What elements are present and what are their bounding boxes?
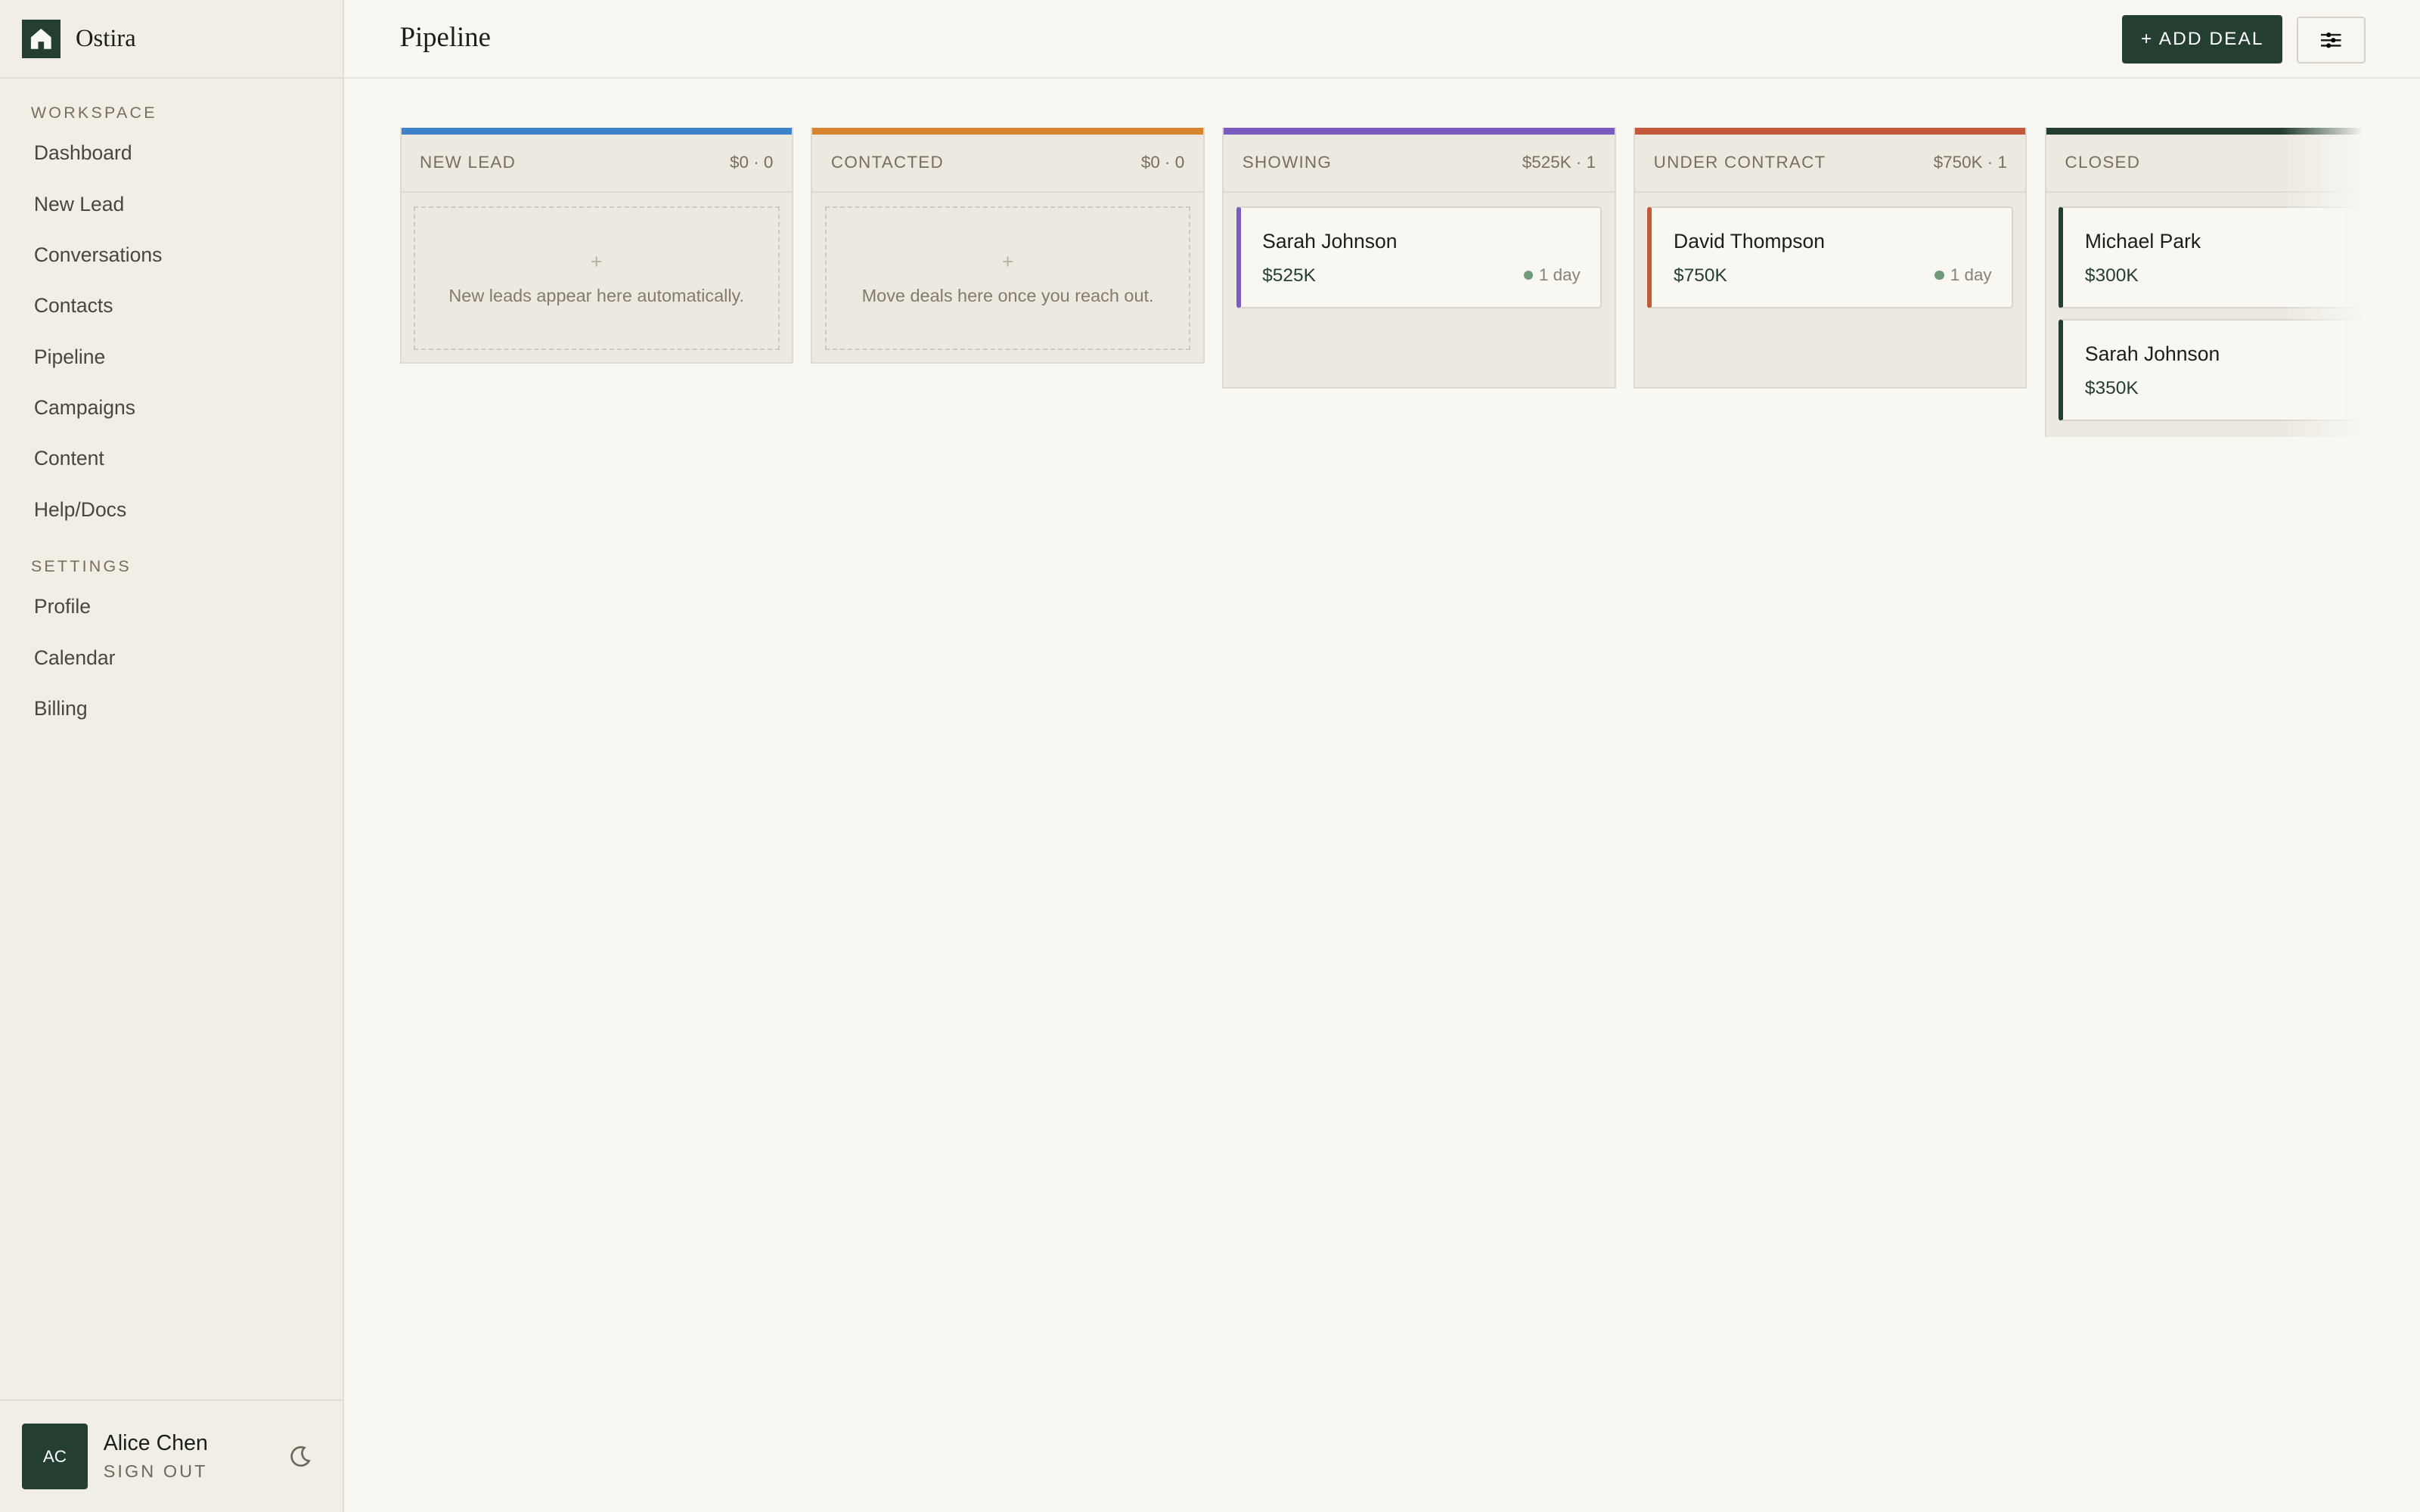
sidebar-item-contacts[interactable]: Contacts <box>33 294 113 318</box>
sidebar-item-campaigns[interactable]: Campaigns <box>33 396 136 420</box>
column-color-bar <box>812 128 1203 135</box>
page-title: Pipeline <box>399 20 491 52</box>
deal-age: 1 day <box>1934 265 1992 285</box>
status-dot-icon <box>1934 270 1944 280</box>
app-name: Ostira <box>75 24 136 52</box>
home-logo-icon <box>21 19 60 58</box>
user-footer: AC Alice Chen SIGN OUT <box>0 1399 343 1512</box>
filter-button[interactable] <box>2296 17 2366 64</box>
column-color-bar <box>2046 128 2363 135</box>
column-body: + Move deals here once you reach out. <box>812 193 1202 362</box>
deal-card[interactable]: Sarah Johnson$350K2 <box>2059 319 2363 421</box>
deal-contact-name: David Thompson <box>1674 229 1826 253</box>
plus-icon: + <box>590 250 603 274</box>
column-header: UNDER CONTRACT $750K · 1 <box>1635 135 2026 194</box>
column-summary: $525K · 1 <box>1522 153 1596 172</box>
deal-age-text: 1 day <box>1538 265 1581 284</box>
sidebar-item-new-lead[interactable]: New Lead <box>33 192 125 215</box>
column-body: Sarah Johnson $525K 1 day <box>1224 193 1614 387</box>
pipeline-column-contacted: CONTACTED $0 · 0 + Move deals here once you… <box>811 128 1205 364</box>
plus-icon: + <box>1001 250 1014 274</box>
deal-value: $750K <box>1674 265 1727 286</box>
column-summary: $0 · 0 <box>1140 153 1185 172</box>
deal-contact-name: Sarah Johnson <box>1262 229 1398 253</box>
empty-drop-zone[interactable]: + New leads appear here automatically. <box>413 206 780 351</box>
column-name: CONTACTED <box>830 153 944 172</box>
deal-card[interactable]: Sarah Johnson $525K 1 day <box>1236 206 1602 308</box>
column-color-bar <box>1635 128 2026 135</box>
sidebar-item-dashboard[interactable]: Dashboard <box>33 141 132 165</box>
brand[interactable]: Ostira <box>0 0 343 79</box>
deal-value: $350K <box>2084 377 2139 398</box>
column-name: NEW LEAD <box>420 153 517 172</box>
add-deal-button[interactable]: + ADD DEAL <box>2122 15 2283 64</box>
sidebar-item-billing[interactable]: Billing <box>33 696 88 720</box>
sidebar-item-conversations[interactable]: Conversations <box>33 243 163 266</box>
user-name: Alice Chen <box>103 1431 208 1456</box>
pipeline-column-showing: SHOWING $525K · 1 Sarah Johnson $525K 1 day <box>1222 128 1616 389</box>
workspace-section-label: WORKSPACE <box>30 103 157 122</box>
status-dot-icon <box>1523 270 1533 280</box>
top-bar: Pipeline + ADD DEAL <box>344 0 2420 79</box>
column-name: CLOSED <box>2065 153 2141 172</box>
pipeline-board: NEW LEAD $0 · 0 + New leads appear here aut… <box>399 128 2363 437</box>
moon-icon[interactable] <box>287 1444 312 1475</box>
column-name: UNDER CONTRACT <box>1653 153 1826 172</box>
deal-contact-name: Michael Park <box>2084 229 2201 253</box>
empty-message: New leads appear here automatically. <box>448 286 745 306</box>
column-summary: $750K · 1 <box>1933 153 2007 172</box>
deal-value: $525K <box>1262 265 1316 286</box>
deal-card[interactable]: David Thompson $750K 1 day <box>1647 206 2014 308</box>
sign-out-link[interactable]: SIGN OUT <box>103 1461 208 1481</box>
column-body: + New leads appear here automatically. <box>402 193 792 362</box>
pipeline-column-new-lead: NEW LEAD $0 · 0 + New leads appear here aut… <box>399 128 793 364</box>
column-header: NEW LEAD $0 · 0 <box>401 135 792 194</box>
settings-section-label: SETTINGS <box>30 556 132 575</box>
empty-drop-zone[interactable]: + Move deals here once you reach out. <box>824 206 1191 351</box>
pipeline-column-under-contract: UNDER CONTRACT $750K · 1 David Thompson $75… <box>1634 128 2028 389</box>
pipeline-column-closed: CLOSED$65 Michael Park $300K Sarah Johnson $… <box>2045 128 2363 437</box>
column-header: CONTACTED $0 · 0 <box>812 135 1203 194</box>
deal-age-text: 1 day <box>1950 265 1992 284</box>
sidebar-item-calendar[interactable]: Calendar <box>33 646 116 669</box>
column-summary: $0 · 0 <box>730 153 774 172</box>
empty-message: Move deals here once you reach out. <box>861 286 1154 306</box>
column-header: CLOSED$65 <box>2046 135 2363 194</box>
sliders-icon <box>2321 32 2341 48</box>
column-name: SHOWING <box>1242 153 1333 172</box>
column-color-bar <box>1224 128 1615 135</box>
deal-age: 1 day <box>1523 265 1581 285</box>
column-body: David Thompson $750K 1 day <box>1635 193 2025 387</box>
column-color-bar <box>401 128 792 135</box>
avatar: AC <box>21 1423 88 1490</box>
sidebar-item-pipeline[interactable]: Pipeline <box>33 345 106 368</box>
deal-contact-name: Sarah Johnson <box>2084 342 2220 365</box>
deal-card[interactable]: Michael Park $300K <box>2059 206 2363 308</box>
column-header: SHOWING $525K · 1 <box>1224 135 1615 194</box>
sidebar: Ostira WORKSPACE Dashboard New Lead Conver… <box>0 0 345 1512</box>
sidebar-item-content[interactable]: Content <box>33 447 104 470</box>
sidebar-item-profile[interactable]: Profile <box>33 595 92 618</box>
deal-value: $300K <box>2084 265 2139 286</box>
sidebar-item-help-docs[interactable]: Help/Docs <box>33 497 127 521</box>
